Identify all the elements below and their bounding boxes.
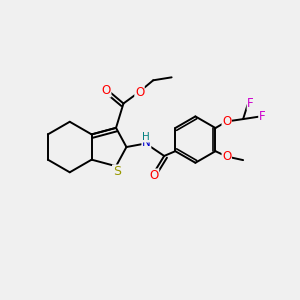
Text: N: N	[142, 136, 151, 149]
Text: O: O	[149, 169, 159, 182]
Text: F: F	[259, 110, 266, 123]
Text: O: O	[222, 115, 231, 128]
Text: O: O	[102, 84, 111, 97]
Text: H: H	[142, 132, 150, 142]
Text: O: O	[222, 150, 231, 163]
Text: F: F	[247, 97, 254, 110]
Text: S: S	[112, 165, 121, 178]
Text: O: O	[135, 86, 144, 99]
